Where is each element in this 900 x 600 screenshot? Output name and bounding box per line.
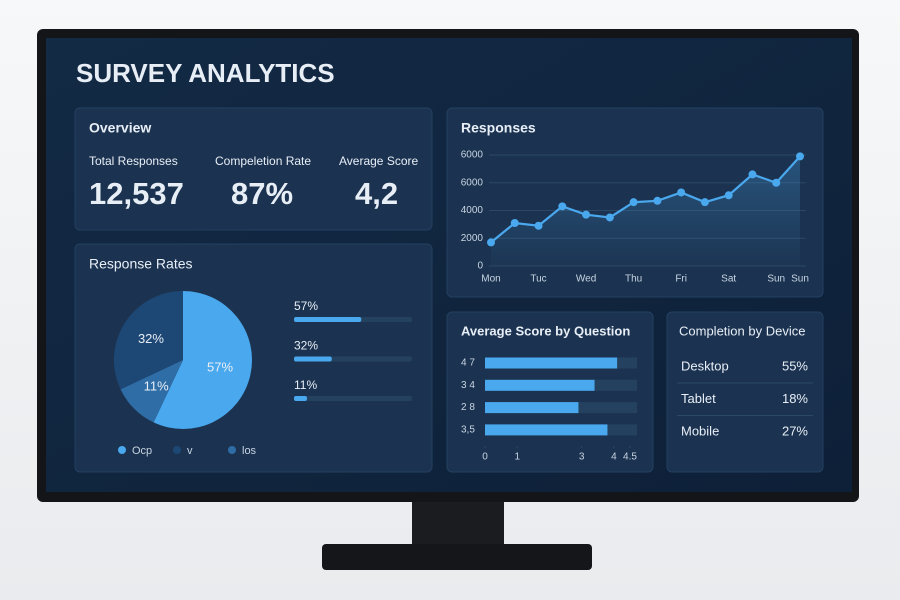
metric-value: 4,2 xyxy=(355,176,398,211)
device-value: 18% xyxy=(782,391,808,406)
legend-label: v xyxy=(187,445,193,457)
legend-swatch xyxy=(228,446,236,454)
x-tick-label: 4.5 xyxy=(623,452,637,463)
line-point xyxy=(772,178,781,187)
monitor-base xyxy=(322,544,592,570)
pie-label: 32% xyxy=(138,331,164,346)
progress-label: 57% xyxy=(294,299,318,313)
line-point xyxy=(487,238,495,247)
x-tick-label: Tuc xyxy=(530,274,546,285)
line-point xyxy=(677,188,686,197)
line-point xyxy=(534,221,543,230)
panel-title: Response Rates xyxy=(89,256,193,272)
device-value: 55% xyxy=(782,358,808,373)
line-point xyxy=(748,170,757,179)
y-tick-label: 3 4 xyxy=(461,380,475,391)
device-panel xyxy=(666,311,824,473)
y-tick-label: 3,5 xyxy=(461,425,475,436)
metric-label: Average Score xyxy=(339,154,418,168)
metric-value: 87% xyxy=(231,176,293,211)
progress-track xyxy=(294,396,412,401)
line-point xyxy=(582,210,591,219)
panel-title: Completion by Device xyxy=(679,323,805,338)
line-point xyxy=(796,152,804,161)
device-name: Tablet xyxy=(681,391,716,406)
x-tick-label: 3 xyxy=(579,452,585,463)
line-area xyxy=(491,156,800,266)
y-tick-label: 4000 xyxy=(461,205,484,216)
legend-swatch xyxy=(118,446,126,454)
line-point xyxy=(510,218,519,227)
progress-label: 11% xyxy=(294,378,317,392)
x-tick-label: Thu xyxy=(625,274,642,285)
progress-bar xyxy=(294,396,307,401)
metric-value: 12,537 xyxy=(89,176,184,211)
y-tick-label: 2000 xyxy=(461,233,484,244)
panel-title: Average Score by Question xyxy=(461,323,630,338)
pie-label: 11% xyxy=(144,378,169,393)
pie-slice xyxy=(120,360,183,423)
x-tick-label: Mon xyxy=(481,274,500,285)
progress-bar xyxy=(294,356,332,362)
legend-swatch xyxy=(173,446,181,454)
y-tick-label: 4 7 xyxy=(461,358,475,369)
progress-label: 32% xyxy=(294,339,318,353)
line-point xyxy=(653,196,662,205)
legend-label: los xyxy=(242,445,257,457)
bar xyxy=(485,379,595,391)
device-value: 27% xyxy=(782,423,808,438)
line-point xyxy=(629,198,638,207)
line-point xyxy=(724,191,733,200)
y-tick-label: 2 8 xyxy=(461,402,475,413)
x-tick-label: Fri xyxy=(675,274,687,285)
line-point xyxy=(700,198,709,207)
x-tick-label: Sun xyxy=(767,274,785,285)
dashboard-title: SURVEY ANALYTICS xyxy=(76,58,335,88)
monitor-neck xyxy=(412,498,504,550)
device-name: Desktop xyxy=(681,358,729,373)
y-tick-label: 6000 xyxy=(461,150,484,161)
panel-title: Overview xyxy=(89,120,151,136)
pie-label: 57% xyxy=(207,360,233,375)
legend-label: Ocp xyxy=(132,445,152,457)
panel-title: Responses xyxy=(461,120,536,136)
line-point xyxy=(605,213,614,222)
x-tick-label: Sun xyxy=(791,274,809,285)
line-point xyxy=(558,202,567,211)
device-name: Mobile xyxy=(681,423,719,438)
progress-bar xyxy=(294,317,362,322)
line xyxy=(490,155,801,244)
pie-slice xyxy=(153,291,253,430)
x-tick-label: 0 xyxy=(482,452,488,463)
bar xyxy=(485,357,618,369)
metric-label: Total Responses xyxy=(89,154,178,168)
x-tick-label: 4 xyxy=(611,452,617,463)
bar xyxy=(485,424,608,436)
y-tick-label: 0 xyxy=(477,261,483,272)
x-tick-label: Wed xyxy=(576,274,596,285)
metric-label: Compeletion Rate xyxy=(215,154,311,168)
x-tick-label: 1 xyxy=(514,452,520,463)
pie-slice xyxy=(114,291,183,390)
x-tick-label: Sat xyxy=(721,274,736,285)
bar xyxy=(485,402,579,414)
y-tick-label: 6000 xyxy=(461,177,484,188)
overview-panel xyxy=(74,107,433,231)
